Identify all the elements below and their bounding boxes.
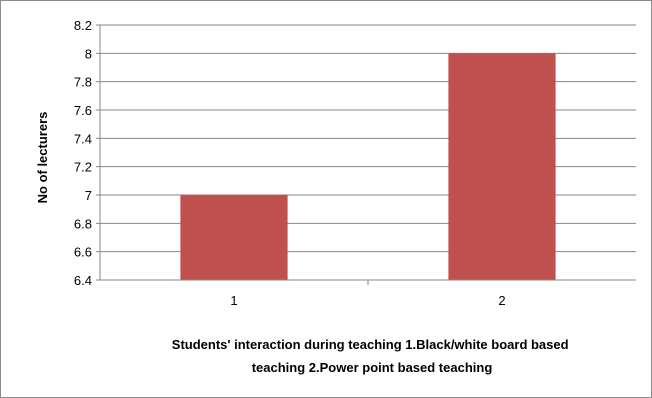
y-tick-labels: 6.4 6.6 6.8 7 7.2 7.4 7.6 7.8 8 8.2 — [74, 18, 92, 288]
x-tick-label: 2 — [498, 293, 505, 308]
y-tick-label: 7.8 — [74, 75, 92, 90]
y-tick-label: 6.4 — [74, 273, 92, 288]
x-axis-title-line-1: Students' interaction during teaching 1.… — [172, 337, 569, 352]
y-tick-label: 7.6 — [74, 103, 92, 118]
y-tick-label: 8 — [85, 46, 92, 61]
bars — [180, 53, 556, 281]
y-tick-label: 8.2 — [74, 18, 92, 33]
bar-1 — [180, 195, 288, 280]
y-axis-title: No of lecturers — [35, 112, 50, 204]
bar-2 — [448, 53, 556, 281]
y-tick-label: 7 — [85, 188, 92, 203]
x-axis-title: Students' interaction during teaching 1.… — [172, 337, 572, 375]
y-tick-label: 7.2 — [74, 160, 92, 175]
y-tick-label: 6.6 — [74, 245, 92, 260]
x-tick-label: 1 — [230, 293, 237, 308]
y-tick-label: 7.4 — [74, 131, 92, 146]
x-axis-title-line-2: teaching 2.Power point based teaching — [252, 360, 493, 375]
y-tick-label: 6.8 — [74, 216, 92, 231]
axes — [99, 25, 636, 281]
